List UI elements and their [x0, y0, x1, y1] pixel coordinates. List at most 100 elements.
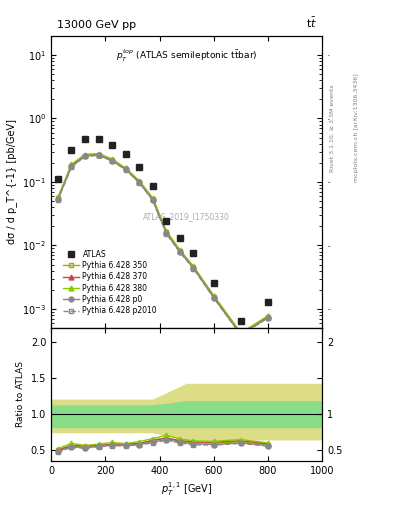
Pythia 6.428 370 [151, 196, 155, 202]
ATLAS [151, 183, 155, 189]
ATLAS [211, 280, 216, 286]
ATLAS [69, 147, 74, 153]
Pythia 6.428 p2010 [69, 164, 74, 170]
Pythia 6.428 380 [164, 228, 169, 234]
Pythia 6.428 370 [266, 313, 270, 319]
Pythia 6.428 350 [137, 179, 141, 185]
Text: Rivet 3.1.10, ≥ 3.3M events: Rivet 3.1.10, ≥ 3.3M events [330, 84, 335, 172]
Line: Pythia 6.428 380: Pythia 6.428 380 [55, 151, 270, 335]
Pythia 6.428 350 [191, 264, 196, 270]
Text: t$\bar{t}$: t$\bar{t}$ [306, 16, 317, 30]
Text: 13000 GeV pp: 13000 GeV pp [57, 20, 136, 30]
Pythia 6.428 p2010 [239, 332, 243, 338]
Line: ATLAS: ATLAS [54, 135, 272, 324]
ATLAS [110, 142, 114, 148]
Pythia 6.428 p2010 [83, 154, 87, 160]
Line: Pythia 6.428 p0: Pythia 6.428 p0 [55, 153, 270, 337]
Pythia 6.428 350 [83, 153, 87, 159]
Pythia 6.428 p0 [83, 153, 87, 159]
Line: Pythia 6.428 370: Pythia 6.428 370 [55, 152, 270, 336]
Text: ATLAS_2019_I1750330: ATLAS_2019_I1750330 [143, 212, 230, 222]
Pythia 6.428 370 [96, 152, 101, 158]
Pythia 6.428 p0 [191, 265, 196, 271]
Pythia 6.428 p2010 [211, 295, 216, 301]
Pythia 6.428 380 [191, 263, 196, 269]
Pythia 6.428 p2010 [164, 230, 169, 237]
ATLAS [83, 136, 87, 142]
ATLAS [123, 151, 128, 157]
Pythia 6.428 p2010 [55, 197, 60, 203]
Pythia 6.428 370 [191, 264, 196, 270]
ATLAS [266, 298, 270, 305]
Pythia 6.428 p0 [123, 166, 128, 173]
Pythia 6.428 350 [211, 294, 216, 300]
Pythia 6.428 370 [110, 157, 114, 163]
Pythia 6.428 p0 [151, 197, 155, 203]
Y-axis label: Ratio to ATLAS: Ratio to ATLAS [16, 361, 25, 428]
Pythia 6.428 380 [123, 165, 128, 171]
Y-axis label: dσ / d p_T^{-1} [pb/GeV]: dσ / d p_T^{-1} [pb/GeV] [6, 119, 17, 244]
ATLAS [137, 164, 141, 170]
Pythia 6.428 p2010 [151, 198, 155, 204]
Pythia 6.428 p0 [178, 249, 182, 255]
Pythia 6.428 380 [55, 195, 60, 201]
Pythia 6.428 p0 [137, 179, 141, 185]
Pythia 6.428 p0 [69, 163, 74, 169]
Line: Pythia 6.428 350: Pythia 6.428 350 [55, 152, 270, 336]
Pythia 6.428 p2010 [191, 266, 196, 272]
Pythia 6.428 p2010 [96, 152, 101, 158]
Pythia 6.428 380 [110, 156, 114, 162]
Pythia 6.428 380 [211, 292, 216, 298]
Pythia 6.428 p2010 [110, 158, 114, 164]
Pythia 6.428 380 [137, 178, 141, 184]
Pythia 6.428 380 [96, 151, 101, 157]
Pythia 6.428 380 [239, 330, 243, 336]
Pythia 6.428 p0 [164, 230, 169, 237]
Pythia 6.428 370 [83, 152, 87, 158]
Pythia 6.428 p0 [266, 314, 270, 321]
Pythia 6.428 p2010 [137, 180, 141, 186]
Pythia 6.428 p0 [96, 152, 101, 158]
Pythia 6.428 370 [164, 229, 169, 236]
Pythia 6.428 380 [151, 195, 155, 201]
Pythia 6.428 p2010 [123, 166, 128, 173]
Pythia 6.428 370 [178, 248, 182, 254]
Pythia 6.428 350 [69, 163, 74, 169]
X-axis label: $p_T^{1,1}$ [GeV]: $p_T^{1,1}$ [GeV] [161, 481, 212, 498]
Line: Pythia 6.428 p2010: Pythia 6.428 p2010 [55, 153, 270, 337]
ATLAS [96, 136, 101, 142]
Text: mcplots.cern.ch [arXiv:1306.3436]: mcplots.cern.ch [arXiv:1306.3436] [354, 74, 359, 182]
Pythia 6.428 370 [137, 179, 141, 185]
Pythia 6.428 370 [55, 196, 60, 202]
Pythia 6.428 380 [83, 152, 87, 158]
ATLAS [178, 235, 182, 241]
Pythia 6.428 p2010 [266, 315, 270, 321]
Pythia 6.428 350 [151, 196, 155, 202]
Pythia 6.428 350 [110, 157, 114, 163]
Pythia 6.428 350 [96, 152, 101, 158]
Pythia 6.428 350 [55, 196, 60, 202]
Pythia 6.428 380 [178, 247, 182, 253]
Legend: ATLAS, Pythia 6.428 350, Pythia 6.428 370, Pythia 6.428 380, Pythia 6.428 p0, Py: ATLAS, Pythia 6.428 350, Pythia 6.428 37… [61, 247, 160, 318]
Pythia 6.428 p0 [110, 158, 114, 164]
ATLAS [191, 250, 196, 257]
ATLAS [55, 176, 60, 182]
Pythia 6.428 380 [69, 161, 74, 167]
Pythia 6.428 p0 [239, 332, 243, 338]
Pythia 6.428 p0 [211, 294, 216, 301]
Pythia 6.428 370 [123, 165, 128, 171]
Pythia 6.428 370 [211, 293, 216, 300]
Pythia 6.428 370 [239, 330, 243, 336]
ATLAS [239, 317, 243, 324]
Pythia 6.428 350 [164, 229, 169, 236]
Pythia 6.428 370 [69, 163, 74, 169]
Pythia 6.428 p0 [55, 197, 60, 203]
Text: $p_T^{top}$ (ATLAS semileptonic t$\bar{\rm t}$bar): $p_T^{top}$ (ATLAS semileptonic t$\bar{\… [116, 48, 257, 64]
Pythia 6.428 380 [266, 313, 270, 319]
Pythia 6.428 p2010 [178, 249, 182, 255]
Pythia 6.428 350 [239, 331, 243, 337]
ATLAS [164, 218, 169, 224]
Pythia 6.428 350 [266, 314, 270, 320]
Pythia 6.428 350 [178, 248, 182, 254]
Pythia 6.428 350 [123, 166, 128, 172]
